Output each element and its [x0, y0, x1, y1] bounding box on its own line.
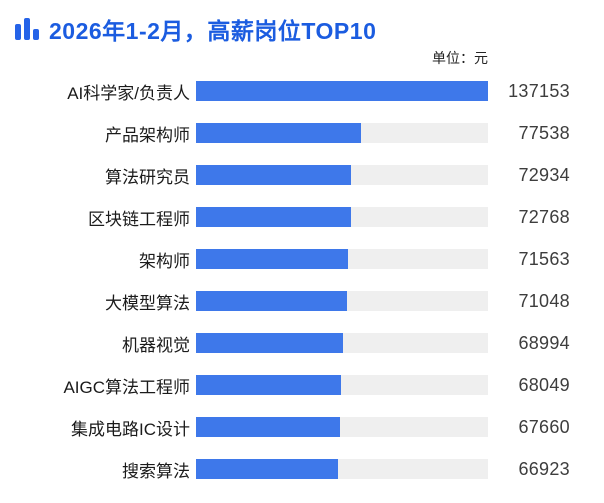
bar-fill [196, 123, 362, 143]
salary-value: 72934 [518, 164, 570, 185]
bar-track [196, 417, 488, 437]
bar-row: 搜索算法 66923 [0, 448, 604, 490]
job-label: 架构师 [139, 251, 190, 271]
job-label: AI科学家/负责人 [67, 83, 190, 103]
bar-track [196, 165, 488, 185]
bar-fill [196, 459, 339, 479]
bar-fill [196, 207, 351, 227]
bar-fill [196, 165, 352, 185]
unit-row: 单位：元 [0, 48, 604, 68]
unit-label: 单位：元 [432, 50, 488, 66]
bar-fill [196, 249, 349, 269]
bar-track [196, 375, 488, 395]
bar-track [196, 459, 488, 479]
salary-value: 71563 [518, 248, 570, 269]
bar-track [196, 291, 488, 311]
bar-row: 算法研究员 72934 [0, 154, 604, 196]
bar-fill [196, 81, 488, 101]
bar-track [196, 207, 488, 227]
bar-fill [196, 291, 348, 311]
bar-row: 机器视觉 68994 [0, 322, 604, 364]
job-label: 算法研究员 [105, 167, 190, 187]
bar-row: 架构师 71563 [0, 238, 604, 280]
bar-row: 产品架构师 77538 [0, 112, 604, 154]
bar-chart-icon [14, 16, 40, 42]
salary-value: 68994 [518, 332, 570, 353]
job-label: 机器视觉 [122, 335, 190, 355]
bar-track [196, 333, 488, 353]
salary-value: 68049 [518, 374, 570, 395]
salary-value: 66923 [518, 458, 570, 479]
chart-title: 2026年1-2月，高薪岗位TOP10 [49, 18, 377, 44]
bar-row: 大模型算法 71048 [0, 280, 604, 322]
job-label: 区块链工程师 [88, 209, 190, 229]
job-label: AIGC算法工程师 [63, 377, 190, 397]
bar-row: 区块链工程师 72768 [0, 196, 604, 238]
bar-row: AIGC算法工程师 68049 [0, 364, 604, 406]
bar-track [196, 249, 488, 269]
salary-value: 67660 [518, 416, 570, 437]
job-label: 大模型算法 [105, 293, 190, 313]
bar-rows: AI科学家/负责人 137153 产品架构师 77538 算法研究员 72934 [0, 70, 604, 490]
bar-row: 集成电路IC设计 67660 [0, 406, 604, 448]
job-label: 集成电路IC设计 [71, 419, 190, 439]
chart-header: 2026年1-2月，高薪岗位TOP10 [0, 12, 604, 46]
bar-track [196, 123, 488, 143]
salary-value: 72768 [518, 206, 570, 227]
salary-value: 77538 [518, 122, 570, 143]
bar-fill [196, 333, 343, 353]
bar-fill [196, 375, 341, 395]
bar-fill [196, 417, 341, 437]
bar-track [196, 81, 488, 101]
salary-value: 71048 [518, 290, 570, 311]
salary-value: 137153 [508, 80, 570, 101]
job-label: 搜索算法 [122, 461, 190, 481]
bar-row: AI科学家/负责人 137153 [0, 70, 604, 112]
job-label: 产品架构师 [105, 125, 190, 145]
